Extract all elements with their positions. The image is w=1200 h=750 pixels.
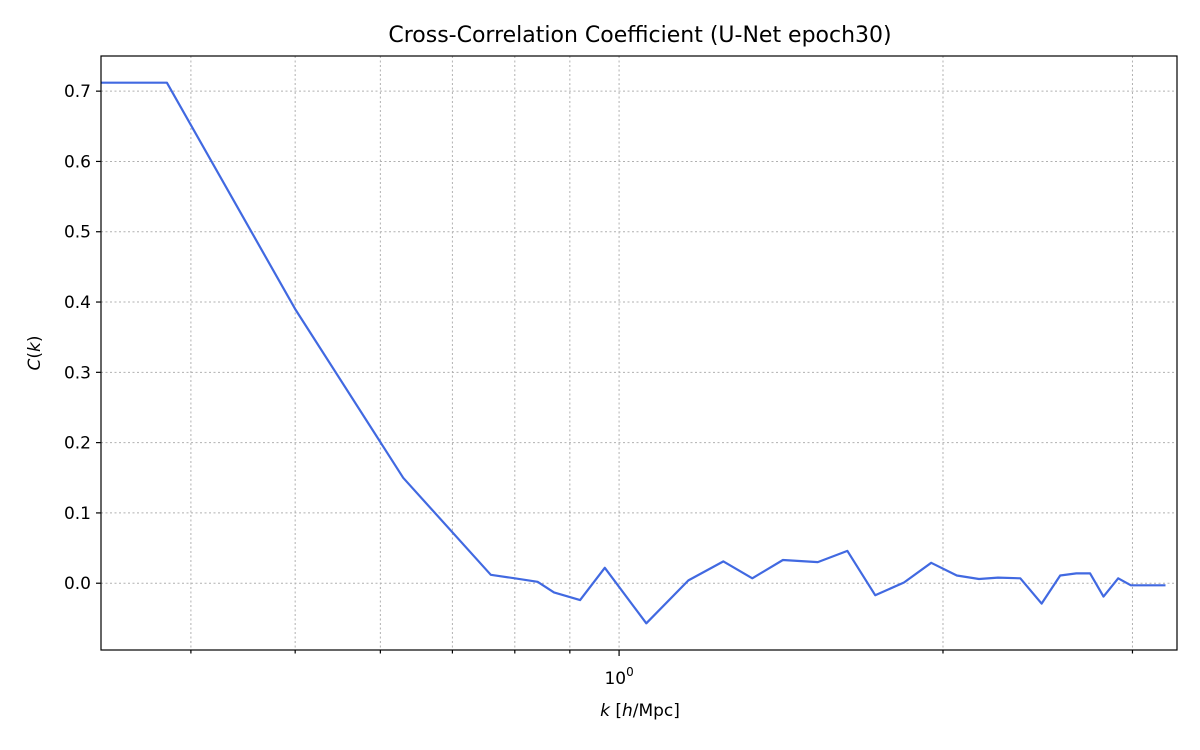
plot-frame xyxy=(100,55,1178,651)
x-tick-label-major: 100 xyxy=(604,665,633,689)
line-layer xyxy=(101,81,1166,625)
series-line xyxy=(101,81,1166,625)
y-tick-label: 0.6 xyxy=(64,152,91,172)
x-axis-label: k [h/Mpc] xyxy=(600,701,680,721)
y-tick-label: 0.1 xyxy=(64,504,91,524)
y-tick-label: 0.7 xyxy=(64,82,91,102)
grid-layer xyxy=(101,56,1177,650)
y-tick-label: 0.5 xyxy=(64,223,91,243)
y-tick-label: 0.0 xyxy=(64,574,91,594)
y-tick-label: 0.4 xyxy=(64,293,91,313)
tick-layer: 0.0 0.1 0.2 0.3 0.4 0.5 0.6 0.7 xyxy=(64,82,1134,656)
y-axis-label: C(k) xyxy=(25,335,45,370)
chart-title: Cross-Correlation Coefficient (U-Net epo… xyxy=(388,23,891,48)
y-tick-label: 0.3 xyxy=(64,363,91,383)
y-tick-label: 0.2 xyxy=(64,434,91,454)
